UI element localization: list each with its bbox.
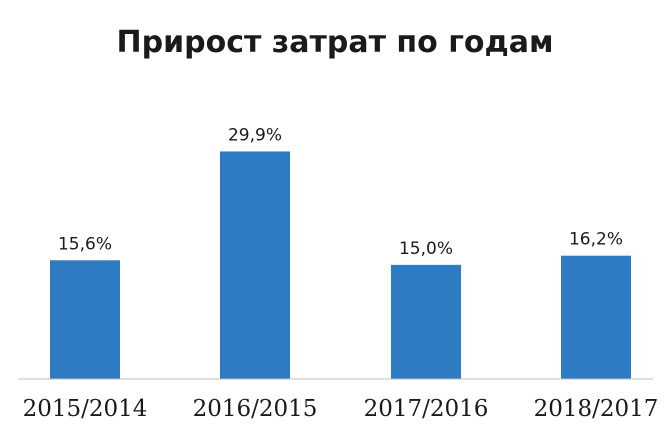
chart-title: Прирост затрат по годам	[117, 25, 554, 60]
data-label-1: 15,6%	[58, 234, 112, 254]
data-label-3: 15,0%	[399, 239, 453, 259]
x-tick-label-3: 2017/2016	[364, 396, 489, 422]
x-tick-label-2: 2016/2015	[193, 396, 318, 422]
x-tick-label-4: 2018/2017	[534, 396, 659, 422]
bar-1	[50, 260, 120, 379]
bar-4	[561, 255, 631, 379]
bar-3	[391, 264, 461, 379]
bars-layer: 15,6% 29,9% 15,0% 16,2%	[50, 125, 631, 379]
bar-2	[220, 151, 290, 379]
data-label-4: 16,2%	[569, 230, 623, 250]
data-label-2: 29,9%	[228, 125, 282, 145]
x-tick-label-1: 2015/2014	[23, 396, 148, 422]
tick-labels-layer: 2015/2014 2016/2015 2017/2016 2018/2017	[23, 396, 659, 422]
